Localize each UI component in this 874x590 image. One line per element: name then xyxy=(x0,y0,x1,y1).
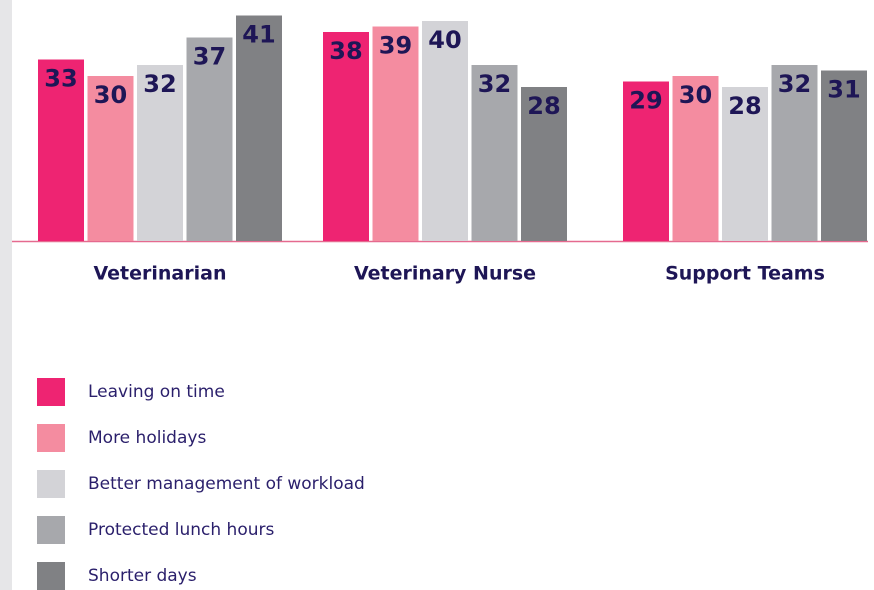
legend-swatch xyxy=(37,378,65,406)
legend-swatch xyxy=(37,470,65,498)
legend-swatch xyxy=(37,516,65,544)
bar xyxy=(372,26,419,241)
data-label: 37 xyxy=(193,43,226,71)
bar xyxy=(422,21,468,241)
bar xyxy=(821,70,867,241)
bar xyxy=(236,15,282,241)
legend-label: Leaving on time xyxy=(88,382,225,402)
data-label: 32 xyxy=(478,70,511,98)
data-label: 40 xyxy=(428,26,461,54)
bar xyxy=(186,37,233,241)
legend-label: Better management of workload xyxy=(88,474,365,494)
legend-label: More holidays xyxy=(88,428,206,448)
bar xyxy=(137,65,183,241)
data-label: 30 xyxy=(679,81,712,109)
x-tick-label: Veterinarian xyxy=(94,263,227,285)
data-label: 29 xyxy=(629,87,662,115)
data-label: 32 xyxy=(778,70,811,98)
legend-swatch xyxy=(37,562,65,590)
data-label: 32 xyxy=(143,70,176,98)
bar xyxy=(623,81,669,241)
legend-label: Protected lunch hours xyxy=(88,520,274,540)
data-label: 38 xyxy=(329,37,362,65)
data-label: 28 xyxy=(728,92,761,120)
data-label: 31 xyxy=(827,76,860,104)
data-label: 39 xyxy=(379,32,412,60)
bar xyxy=(672,76,719,241)
data-label: 30 xyxy=(94,81,127,109)
bar xyxy=(38,59,84,241)
x-tick-label: Veterinary Nurse xyxy=(354,263,536,285)
x-tick-label: Support Teams xyxy=(665,263,825,285)
bar xyxy=(521,87,567,241)
legend-swatch xyxy=(37,424,65,452)
bar xyxy=(323,32,369,241)
bar xyxy=(722,87,768,241)
side-strip xyxy=(0,0,12,590)
bar xyxy=(87,76,134,241)
data-label: 28 xyxy=(527,92,560,120)
bar xyxy=(771,65,818,241)
data-label: 33 xyxy=(44,65,77,93)
bar xyxy=(471,65,518,241)
data-label: 41 xyxy=(242,21,275,49)
legend-label: Shorter days xyxy=(88,566,197,586)
